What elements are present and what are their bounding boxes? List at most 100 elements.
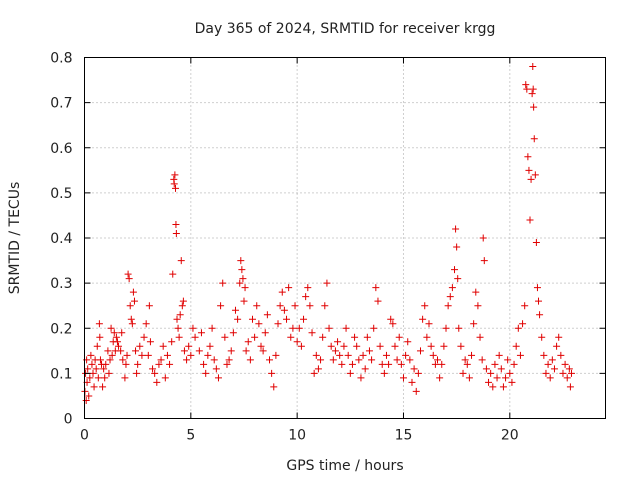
data-point <box>159 342 167 350</box>
data-point <box>561 360 569 368</box>
y-tick-label: 0.5 <box>50 186 72 202</box>
data-point <box>412 387 420 395</box>
data-point <box>528 90 536 98</box>
data-point <box>108 351 116 359</box>
data-point <box>253 302 261 310</box>
data-point <box>448 284 456 292</box>
data-point <box>314 365 322 373</box>
data-point <box>342 324 350 332</box>
data-point <box>323 279 331 287</box>
data-point <box>546 374 554 382</box>
data-point <box>129 288 137 296</box>
data-point <box>170 180 178 188</box>
data-point <box>444 302 452 310</box>
data-point <box>421 302 429 310</box>
data-point <box>90 383 98 391</box>
data-point <box>438 360 446 368</box>
data-point <box>99 383 107 391</box>
data-point <box>238 266 246 274</box>
data-point <box>270 383 278 391</box>
data-point <box>122 360 130 368</box>
data-point <box>180 347 188 355</box>
data-point <box>336 351 344 359</box>
data-point <box>529 63 537 71</box>
data-point <box>119 356 127 364</box>
data-point <box>169 270 177 278</box>
data-point <box>429 351 437 359</box>
data-point <box>105 369 113 377</box>
data-point <box>304 284 312 292</box>
y-tick-label: 0.7 <box>50 96 72 112</box>
data-point <box>495 351 503 359</box>
y-tick-label: 0.8 <box>50 51 72 67</box>
data-point <box>259 347 267 355</box>
data-point <box>453 243 461 251</box>
data-point <box>197 329 205 337</box>
data-point <box>168 338 176 346</box>
data-point <box>306 302 314 310</box>
data-point <box>163 351 171 359</box>
data-point <box>378 360 386 368</box>
data-point <box>442 324 450 332</box>
data-point <box>376 342 384 350</box>
data-point <box>291 302 299 310</box>
data-point <box>144 351 152 359</box>
x-tick-label: 5 <box>186 428 195 444</box>
chart-title: Day 365 of 2024, SRMTID for receiver krg… <box>195 21 496 37</box>
data-point <box>348 360 356 368</box>
data-point <box>540 351 548 359</box>
data-point <box>380 369 388 377</box>
data-point <box>502 374 510 382</box>
data-point <box>393 356 401 364</box>
data-point <box>351 333 359 341</box>
data-point <box>221 333 229 341</box>
data-point <box>146 338 154 346</box>
data-point <box>302 293 310 301</box>
data-points <box>81 63 575 404</box>
data-point <box>312 351 320 359</box>
data-point <box>317 356 325 364</box>
data-point <box>516 351 524 359</box>
data-point <box>261 329 269 337</box>
data-point <box>455 324 463 332</box>
data-point <box>522 81 530 89</box>
data-point <box>344 351 352 359</box>
data-point <box>257 342 265 350</box>
data-point <box>463 360 471 368</box>
data-point <box>82 396 90 404</box>
data-point <box>283 315 291 323</box>
data-point <box>212 365 220 373</box>
data-point <box>155 360 163 368</box>
data-point <box>414 369 422 377</box>
data-point <box>172 220 180 228</box>
data-point <box>161 374 169 382</box>
data-point <box>465 374 473 382</box>
data-point <box>177 257 185 265</box>
data-point <box>173 315 181 323</box>
data-point <box>470 320 478 328</box>
data-point <box>153 378 161 386</box>
data-point <box>172 229 180 237</box>
data-point <box>280 306 288 314</box>
data-point <box>191 333 199 341</box>
data-point <box>532 239 540 247</box>
data-point <box>94 374 102 382</box>
data-point <box>231 306 239 314</box>
data-point <box>416 347 424 355</box>
data-point <box>382 351 390 359</box>
data-point <box>145 302 153 310</box>
data-point <box>189 324 197 332</box>
data-point <box>489 383 497 391</box>
data-point <box>557 351 565 359</box>
data-point <box>276 302 284 310</box>
data-point <box>195 347 203 355</box>
data-point <box>485 378 493 386</box>
data-point <box>521 302 529 310</box>
data-point <box>295 324 303 332</box>
data-point <box>104 347 112 355</box>
data-point <box>548 356 556 364</box>
data-point <box>85 392 93 400</box>
data-point <box>535 297 543 305</box>
data-point <box>372 284 380 292</box>
data-point <box>225 356 233 364</box>
